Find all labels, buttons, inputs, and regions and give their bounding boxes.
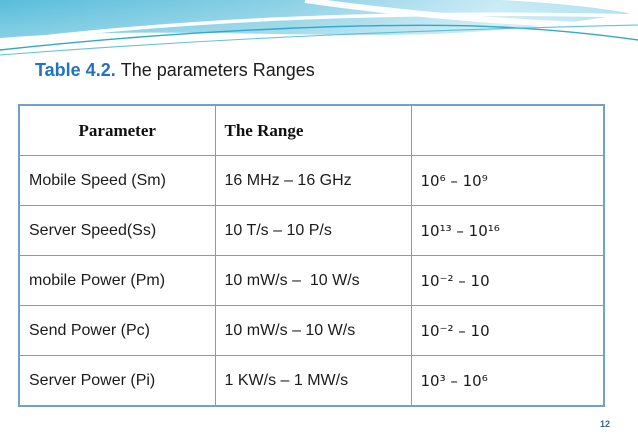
cell-parameter: Send Power (Pc) bbox=[18, 305, 216, 356]
cell-exponent: 10³ – 10⁶ bbox=[410, 355, 605, 407]
header-cell-parameter: Parameter bbox=[18, 104, 216, 156]
cell-range: 10 T/s – 10 P/s bbox=[214, 205, 412, 256]
cell-range: 16 MHz – 16 GHz bbox=[214, 155, 412, 206]
slide-title-text: The parameters Ranges bbox=[120, 60, 315, 80]
slide-title-number: Table 4.2. bbox=[35, 60, 116, 80]
header-cell-exponent bbox=[410, 104, 605, 156]
cell-parameter: mobile Power (Pm) bbox=[18, 255, 216, 306]
cell-range: 10 mW/s – 10 W/s bbox=[214, 255, 412, 306]
page-number: 12 bbox=[599, 419, 610, 429]
slide-title: Table 4.2. The parameters Ranges bbox=[35, 58, 315, 82]
cell-range: 10 mW/s – 10 W/s bbox=[214, 305, 412, 356]
table-row: Mobile Speed (Sm) 16 MHz – 16 GHz 10⁶ – … bbox=[18, 155, 605, 206]
table-row: Send Power (Pc) 10 mW/s – 10 W/s 10⁻² – … bbox=[18, 305, 605, 356]
table-row: Server Power (Pi) 1 KW/s – 1 MW/s 10³ – … bbox=[18, 355, 605, 407]
parameters-table: Parameter The Range Mobile Speed (Sm) 16… bbox=[18, 104, 605, 407]
cell-parameter: Server Power (Pi) bbox=[18, 355, 216, 407]
cell-parameter: Mobile Speed (Sm) bbox=[18, 155, 216, 206]
cell-exponent: 10¹³ – 10¹⁶ bbox=[410, 205, 605, 256]
table-header-row: Parameter The Range bbox=[18, 104, 605, 156]
cell-exponent: 10⁶ – 10⁹ bbox=[410, 155, 605, 206]
cell-exponent: 10⁻² – 10 bbox=[410, 255, 605, 306]
cell-exponent: 10⁻² – 10 bbox=[410, 305, 605, 356]
table-row: Server Speed(Ss) 10 T/s – 10 P/s 10¹³ – … bbox=[18, 205, 605, 256]
table-row: mobile Power (Pm) 10 mW/s – 10 W/s 10⁻² … bbox=[18, 255, 605, 306]
header-cell-range: The Range bbox=[214, 104, 412, 156]
header-wave-decoration bbox=[0, 0, 638, 56]
cell-range: 1 KW/s – 1 MW/s bbox=[214, 355, 412, 407]
cell-parameter: Server Speed(Ss) bbox=[18, 205, 216, 256]
